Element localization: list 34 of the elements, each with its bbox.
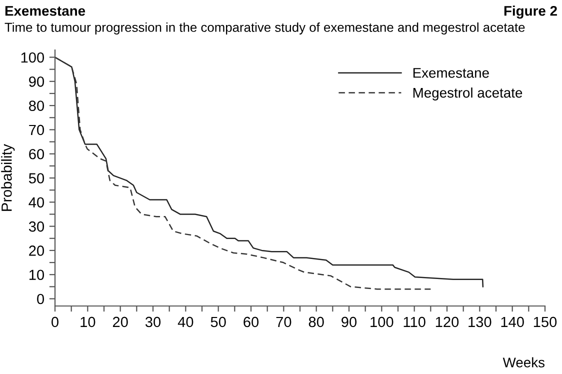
x-tick-label: 0 [52, 316, 58, 328]
x-tick-label: 130 [468, 316, 492, 328]
x-tick-label: 140 [501, 316, 524, 328]
x-tick-label: 120 [436, 316, 459, 328]
x-tick-label: 110 [404, 316, 426, 328]
y-tick-label: 40 [28, 197, 44, 208]
chart-title: Exemestane [5, 6, 86, 16]
x-tick-label: 80 [308, 316, 324, 328]
y-tick-label: 70 [29, 124, 44, 136]
chart-subtitle: Time to tumour progression in the comparative study of exemestane and megestrol acetate [4, 22, 525, 34]
y-tick-label: 0 [37, 294, 44, 304]
x-tick-label: 90 [342, 316, 357, 328]
x-tick-label: 50 [210, 316, 226, 328]
x-tick-label: 10 [80, 316, 96, 328]
y-tick-label: 20 [29, 246, 44, 256]
x-tick-label: 30 [145, 316, 161, 328]
x-tick-label: 60 [244, 316, 259, 328]
y-axis-title: Probability [1, 144, 15, 211]
x-tick-label: 150 [534, 316, 557, 328]
x-tick-label: 40 [178, 316, 194, 328]
x-tick-label: 100 [370, 316, 394, 328]
y-tick-label: 60 [29, 148, 44, 160]
x-tick-label: 70 [276, 316, 292, 328]
y-tick-label: 90 [29, 76, 44, 87]
x-axis-title: Weeks [502, 357, 544, 368]
legend-label: Megestrol acetate [413, 88, 522, 100]
caption: Figure 2 [504, 6, 557, 19]
legend-label: Exemestane [413, 68, 489, 78]
y-tick-label: 50 [28, 173, 44, 184]
y-tick-label: 80 [28, 100, 44, 111]
x-tick-label: 20 [112, 316, 128, 328]
y-tick-label: 30 [28, 221, 44, 232]
y-tick-label: 10 [29, 270, 44, 280]
y-tick-label: 100 [21, 52, 44, 63]
